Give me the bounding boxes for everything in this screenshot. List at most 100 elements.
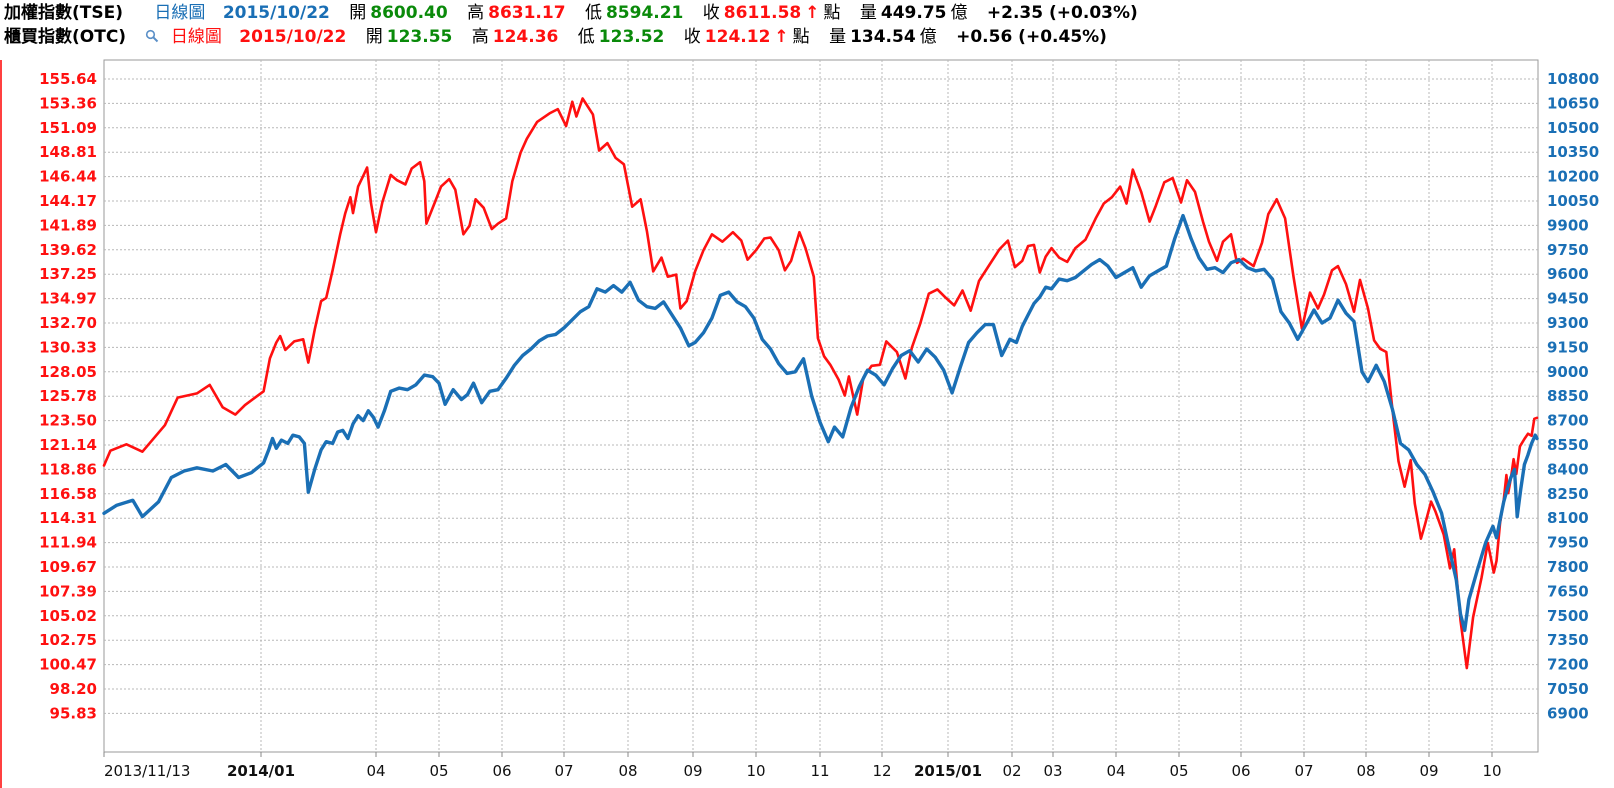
otc-low-label: 低 [577, 27, 595, 47]
right-tick-label: 8550 [1547, 436, 1589, 454]
otc-close-label: 收 [683, 27, 701, 47]
left-tick-label: 102.75 [39, 631, 97, 649]
right-tick-label: 9450 [1547, 290, 1589, 308]
tse-volume-label: 量 [859, 3, 877, 23]
left-tick-label: 109.67 [39, 558, 97, 576]
left-tick-label: 146.44 [39, 168, 97, 186]
otc-high-value: 124.36 [492, 27, 559, 47]
x-tick-label: 04 [1106, 762, 1125, 780]
left-tick-label: 118.86 [39, 460, 97, 478]
tse-up-arrow-icon: ↑ [805, 3, 820, 23]
x-tick-label: 05 [429, 762, 448, 780]
otc-name: 櫃買指數(OTC) [4, 27, 127, 47]
right-tick-label: 10500 [1547, 119, 1599, 137]
left-tick-label: 128.05 [39, 363, 97, 381]
x-tick-label: 07 [554, 762, 573, 780]
left-tick-label: 144.17 [39, 192, 97, 210]
tse-header: 加權指數(TSE) 日線圖 2015/10/22 開 8600.40 高 8631.… [4, 0, 1142, 26]
right-tick-label: 9600 [1547, 265, 1589, 283]
right-tick-label: 7500 [1547, 607, 1589, 625]
otc-unit: 點 [792, 27, 810, 47]
right-tick-label: 10800 [1547, 70, 1599, 88]
tse-change: +2.35 (+0.03%) [986, 3, 1138, 23]
right-tick-label: 8100 [1547, 509, 1589, 527]
right-tick-label: 8700 [1547, 412, 1589, 430]
left-tick-label: 141.89 [39, 216, 97, 234]
tse-open-value: 8600.40 [370, 3, 448, 23]
x-tick-label: 06 [492, 762, 511, 780]
right-tick-label: 10050 [1547, 192, 1599, 210]
x-tick-label: 09 [683, 762, 702, 780]
x-tick-label: 03 [1043, 762, 1062, 780]
right-tick-label: 9300 [1547, 314, 1589, 332]
tse-close-value: 8611.58 [723, 3, 802, 23]
otc-high-label: 高 [471, 27, 489, 47]
left-tick-label: 107.39 [39, 582, 97, 600]
left-tick-label: 98.20 [50, 680, 97, 698]
left-tick-label: 148.81 [39, 143, 97, 161]
left-tick-label: 105.02 [39, 607, 97, 625]
otc-change: +0.56 (+0.45%) [956, 27, 1107, 47]
x-tick-label: 11 [810, 762, 829, 780]
tse-chart-type-link[interactable]: 日線圖 [154, 3, 206, 23]
tse-low-label: 低 [584, 3, 602, 23]
left-tick-label: 123.50 [39, 412, 97, 430]
otc-open-label: 開 [365, 27, 383, 47]
right-tick-label: 7650 [1547, 582, 1589, 600]
right-tick-label: 9900 [1547, 216, 1589, 234]
tse-open-label: 開 [349, 3, 367, 23]
x-tick-label: 09 [1419, 762, 1438, 780]
right-tick-label: 8400 [1547, 460, 1589, 478]
x-tick-label: 08 [1356, 762, 1375, 780]
otc-open-value: 123.55 [386, 27, 453, 47]
left-tick-label: 134.97 [39, 290, 97, 308]
tse-unit: 點 [823, 3, 841, 23]
right-tick-label: 8250 [1547, 485, 1589, 503]
x-tick-label: 10 [1482, 762, 1501, 780]
right-tick-label: 9150 [1547, 338, 1589, 356]
left-tick-label: 155.64 [39, 70, 97, 88]
otc-chart-type-link[interactable]: 日線圖 [170, 27, 222, 47]
x-tick-label: 2013/11/13 [104, 762, 190, 780]
x-tick-label: 06 [1231, 762, 1250, 780]
plot-frame [103, 59, 1539, 753]
left-tick-label: 132.70 [39, 314, 97, 332]
tse-date: 2015/10/22 [222, 3, 330, 23]
left-tick-label: 125.78 [39, 387, 97, 405]
otc-volume-label: 量 [829, 27, 847, 47]
right-tick-label: 10650 [1547, 94, 1599, 112]
left-tick-label: 111.94 [39, 534, 97, 552]
otc-low-value: 123.52 [598, 27, 665, 47]
left-tick-label: 153.36 [39, 94, 97, 112]
otc-header: 櫃買指數(OTC) 日線圖 2015/10/22 開 123.55 高 124.36… [4, 24, 1111, 50]
tse-volume-unit: 億 [950, 3, 968, 23]
right-tick-label: 9000 [1547, 363, 1589, 381]
left-tick-label: 114.31 [39, 509, 97, 527]
right-tick-label: 10200 [1547, 168, 1599, 186]
right-tick-label: 7950 [1547, 534, 1589, 552]
left-tick-label: 95.83 [50, 704, 97, 722]
left-tick-label: 100.47 [39, 656, 97, 674]
otc-volume-value: 134.54 [850, 27, 916, 47]
right-tick-label: 8850 [1547, 387, 1589, 405]
right-tick-label: 10350 [1547, 143, 1599, 161]
tse-high-value: 8631.17 [488, 3, 566, 23]
tse-volume-value: 449.75 [880, 3, 947, 23]
otc-up-arrow-icon: ↑ [774, 27, 789, 47]
x-tick-label: 10 [746, 762, 765, 780]
x-tick-label: 2015/01 [914, 762, 982, 780]
otc-close-value: 124.12 [704, 27, 771, 47]
right-tick-label: 9750 [1547, 241, 1589, 259]
right-tick-label: 7050 [1547, 680, 1589, 698]
x-tick-label: 12 [872, 762, 891, 780]
otc-date: 2015/10/22 [239, 27, 347, 47]
x-tick-label: 08 [618, 762, 637, 780]
left-tick-label: 116.58 [39, 485, 97, 503]
left-tick-label: 139.62 [39, 241, 97, 259]
tse-low-value: 8594.21 [605, 3, 684, 23]
tse-high-label: 高 [467, 3, 485, 23]
tse-close-label: 收 [702, 3, 720, 23]
left-tick-label: 137.25 [39, 265, 97, 283]
magnifier-icon[interactable] [145, 25, 159, 43]
